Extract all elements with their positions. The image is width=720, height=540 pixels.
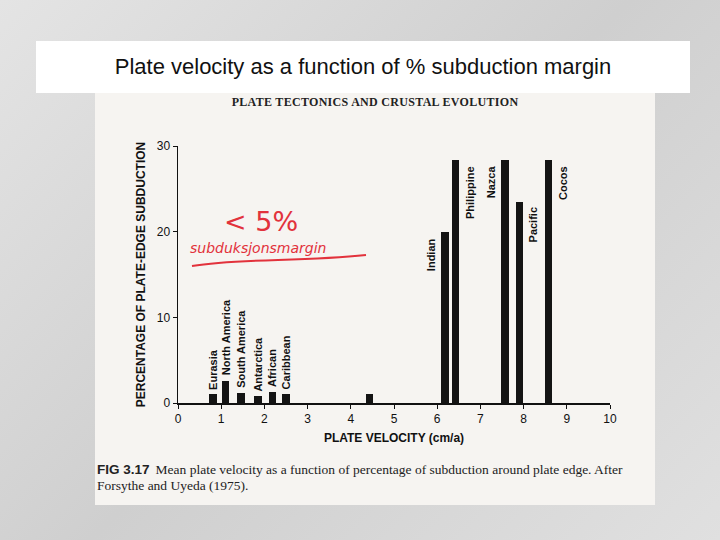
svg-text:South America: South America [235, 310, 247, 388]
html-text:PLATE TECTONICS AND CRUSTAL EV: PLATE TECTONICS AND CRUSTAL EVOLUTION [231, 95, 519, 109]
svg-text:Cocos: Cocos [557, 166, 569, 200]
svg-text:Indian: Indian [425, 238, 437, 271]
html-text:< 5%: < 5% [224, 206, 298, 237]
svg-text:0: 0 [175, 412, 182, 426]
svg-text:10: 10 [603, 412, 617, 426]
svg-text:8: 8 [520, 412, 527, 426]
svg-text:7: 7 [477, 412, 484, 426]
html-text:Plate velocity as a function o: Plate velocity as a function of % subduc… [114, 54, 612, 79]
svg-text:2: 2 [261, 412, 268, 426]
svg-text:20: 20 [157, 225, 171, 239]
svg-text:9: 9 [563, 412, 570, 426]
svg-text:Philippine: Philippine [464, 166, 476, 219]
svg-text:30: 30 [157, 139, 171, 153]
svg-text:10: 10 [157, 311, 171, 325]
svg-text:Nazca: Nazca [485, 166, 497, 199]
svg-text:PERCENTAGE OF PLATE-EDGE SUBDU: PERCENTAGE OF PLATE-EDGE SUBDUCTION [134, 142, 148, 408]
html-text:FIG 3.17 Mean plate velocity a: FIG 3.17 Mean plate velocity as a functi… [97, 462, 623, 493]
svg-text:Eurasia: Eurasia [207, 349, 219, 390]
svg-text:5: 5 [391, 412, 398, 426]
svg-text:Caribbean: Caribbean [280, 335, 292, 389]
svg-text:PLATE VELOCITY (cm/a): PLATE VELOCITY (cm/a) [324, 431, 464, 445]
svg-text:Pacific: Pacific [527, 207, 539, 242]
svg-text:4: 4 [347, 412, 354, 426]
html-text:subduksjonsmargin: subduksjonsmargin [190, 240, 327, 256]
svg-text:North America: North America [220, 299, 232, 375]
svg-text:6: 6 [434, 412, 441, 426]
svg-text:1: 1 [218, 412, 225, 426]
svg-text:0: 0 [163, 396, 170, 410]
svg-text:3: 3 [304, 412, 311, 426]
svg-text:African: African [266, 349, 278, 387]
svg-text:Antarctica: Antarctica [252, 337, 264, 392]
